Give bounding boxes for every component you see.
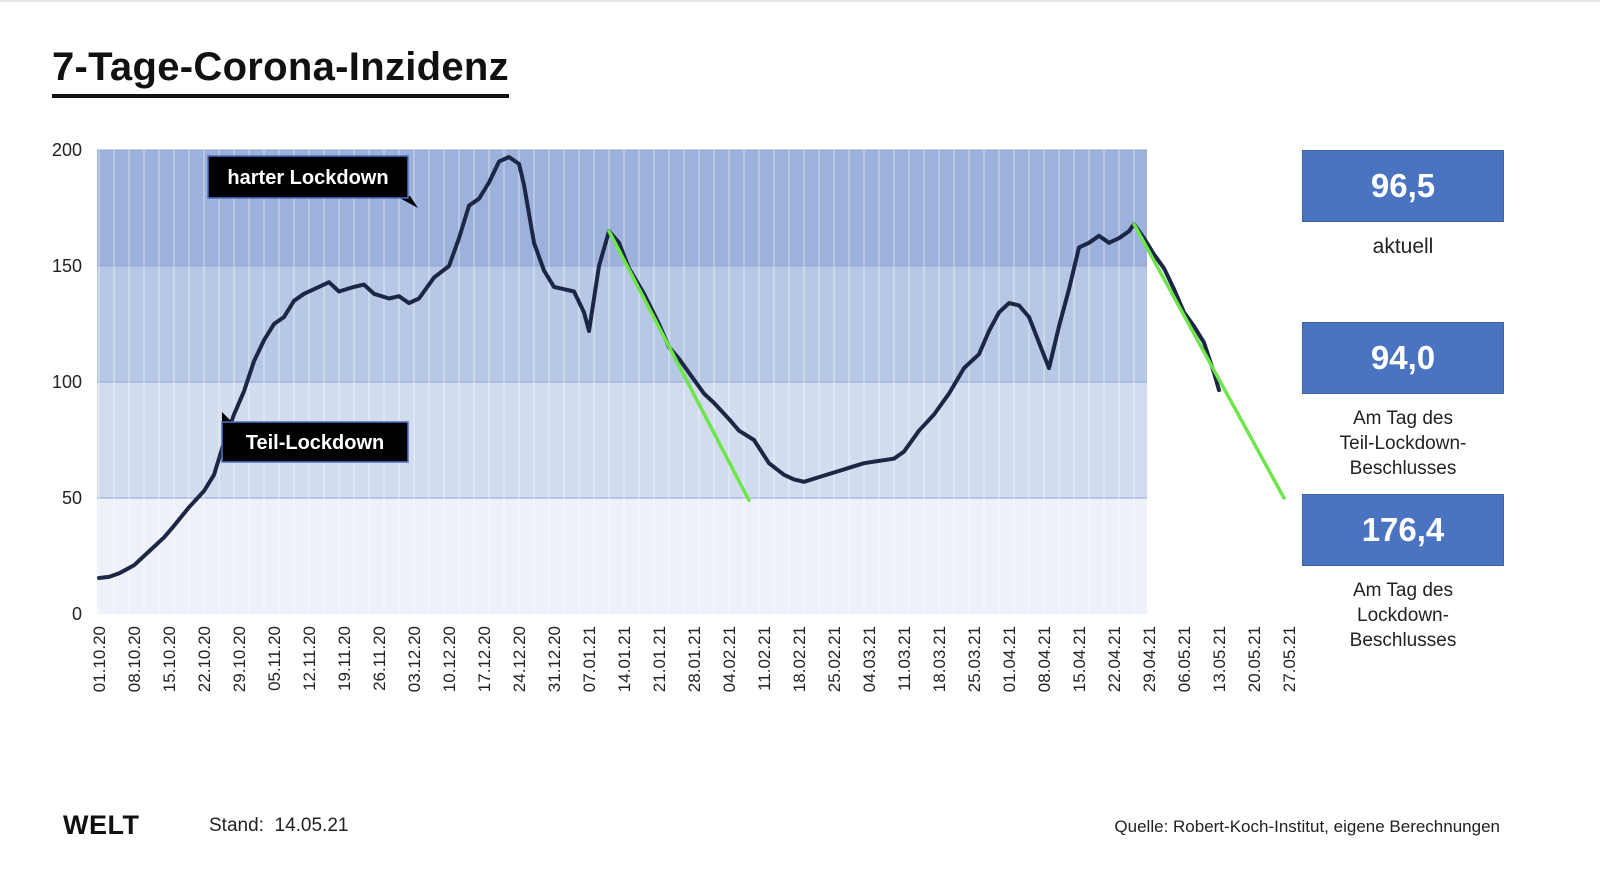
chart-title: 7-Tage-Corona-Inzidenz bbox=[52, 44, 509, 98]
x-tick-label: 27.05.21 bbox=[1280, 626, 1299, 692]
kpi-label-line: Am Tag des bbox=[1353, 580, 1453, 601]
trend-line bbox=[1132, 222, 1286, 500]
x-tick-label: 01.04.21 bbox=[1000, 626, 1019, 692]
x-tick-label: 10.12.20 bbox=[440, 626, 459, 692]
annotation-hard-lockdown-box bbox=[207, 155, 409, 199]
x-tick-label: 17.12.20 bbox=[475, 626, 494, 692]
annotation-hard-lockdown-pointer bbox=[396, 196, 418, 208]
kpi-lockdown: 176,4 Am Tag des Lockdown- Beschlusses bbox=[1302, 494, 1504, 653]
x-tick-label: 21.01.21 bbox=[650, 626, 669, 692]
x-tick-label: 13.05.21 bbox=[1210, 626, 1229, 692]
y-tick-label: 150 bbox=[52, 256, 82, 276]
x-tick-label: 20.05.21 bbox=[1245, 626, 1264, 692]
x-tick-label: 22.10.20 bbox=[195, 626, 214, 692]
annotation-partial-lockdown: Teil-Lockdown bbox=[221, 412, 409, 463]
annotation-partial-lockdown-text: Teil-Lockdown bbox=[246, 432, 385, 454]
kpi-label-line: Teil-Lockdown- bbox=[1339, 433, 1467, 454]
annotation-partial-lockdown-box bbox=[221, 421, 409, 463]
kpi-current: 96,5 aktuell bbox=[1302, 150, 1504, 259]
x-tick-label: 06.05.21 bbox=[1175, 626, 1194, 692]
kpi-label-line: Beschlusses bbox=[1349, 630, 1457, 651]
stand-label: Stand: bbox=[209, 815, 264, 836]
x-tick-label: 14.01.21 bbox=[615, 626, 634, 692]
x-tick-label: 03.12.20 bbox=[405, 626, 424, 692]
welt-logo: WELT bbox=[63, 810, 140, 840]
kpi-lockdown-label: Am Tag des Lockdown- Beschlusses bbox=[1302, 578, 1504, 653]
x-tick-label: 08.10.20 bbox=[125, 626, 144, 692]
x-tick-label: 11.02.21 bbox=[755, 626, 774, 691]
x-tick-label: 18.02.21 bbox=[790, 626, 809, 692]
kpi-lockdown-value: 176,4 bbox=[1302, 494, 1504, 566]
x-tick-label: 29.10.20 bbox=[230, 626, 249, 692]
x-tick-label: 31.12.20 bbox=[545, 626, 564, 692]
kpi-label-line: Am Tag des bbox=[1353, 408, 1453, 429]
x-tick-label: 04.03.21 bbox=[860, 626, 879, 692]
x-tick-label: 15.10.20 bbox=[160, 626, 179, 692]
x-tick-label: 28.01.21 bbox=[685, 626, 704, 692]
x-tick-label: 01.10.20 bbox=[90, 626, 109, 692]
x-tick-label: 25.03.21 bbox=[965, 626, 984, 692]
kpi-label-line: Lockdown- bbox=[1357, 605, 1449, 626]
annotation-hard-lockdown-text: harter Lockdown bbox=[227, 167, 388, 189]
x-tick-label: 25.02.21 bbox=[825, 626, 844, 692]
annotation-partial-lockdown-pointer bbox=[222, 412, 234, 424]
x-tick-label: 24.12.20 bbox=[510, 626, 529, 692]
x-tick-label: 15.04.21 bbox=[1070, 626, 1089, 692]
y-tick-label: 100 bbox=[52, 372, 82, 392]
kpi-partial-lockdown-label: Am Tag des Teil-Lockdown- Beschlusses bbox=[1302, 406, 1504, 481]
trend-line bbox=[607, 229, 751, 503]
x-tick-label: 12.11.20 bbox=[300, 626, 319, 691]
x-tick-label: 07.01.21 bbox=[580, 626, 599, 692]
y-tick-label: 200 bbox=[52, 140, 82, 160]
kpi-partial-lockdown-value: 94,0 bbox=[1302, 322, 1504, 394]
footer-source: Quelle: Robert-Koch-Institut, eigene Ber… bbox=[1114, 817, 1500, 836]
x-tick-label: 05.11.20 bbox=[265, 626, 284, 691]
kpi-current-value: 96,5 bbox=[1302, 150, 1504, 222]
x-tick-label: 08.04.21 bbox=[1035, 626, 1054, 692]
footer-stand: Stand: 14.05.21 bbox=[209, 815, 348, 837]
x-tick-label: 22.04.21 bbox=[1105, 626, 1124, 692]
x-tick-label: 19.11.20 bbox=[335, 626, 354, 691]
x-tick-label: 04.02.21 bbox=[720, 626, 739, 692]
annotation-hard-lockdown: harter Lockdown bbox=[207, 155, 418, 208]
y-tick-label: 0 bbox=[72, 604, 82, 624]
kpi-label-line: Beschlusses bbox=[1349, 458, 1457, 479]
y-tick-label: 50 bbox=[62, 488, 82, 508]
x-tick-label: 11.03.21 bbox=[895, 626, 914, 691]
stand-date: 14.05.21 bbox=[274, 815, 349, 836]
x-tick-label: 18.03.21 bbox=[930, 626, 949, 692]
incidence-line bbox=[97, 155, 1221, 580]
kpi-partial-lockdown: 94,0 Am Tag des Teil-Lockdown- Beschluss… bbox=[1302, 322, 1504, 481]
x-tick-label: 29.04.21 bbox=[1140, 626, 1159, 692]
band-0-50 bbox=[97, 498, 1147, 614]
top-rule bbox=[0, 0, 1600, 2]
kpi-current-label: aktuell bbox=[1372, 235, 1434, 258]
x-tick-label: 26.11.20 bbox=[370, 626, 389, 691]
